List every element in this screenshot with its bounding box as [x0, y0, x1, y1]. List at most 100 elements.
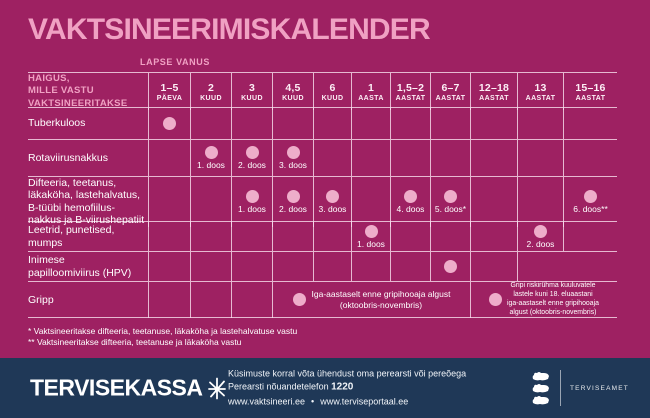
age-value: 13: [534, 81, 547, 94]
column-header-1-5-2-aastat: 1,5–2 AASTAT: [390, 73, 430, 111]
dose-label: 2. doos: [526, 238, 555, 249]
table-row-leetrid: Leetrid, punetised, mumps 1. doos 2. doo…: [28, 222, 617, 252]
flu-annual-note: Iga-aastaselt enne gripihooaja algust (o…: [311, 289, 451, 310]
empty-cell: [190, 282, 231, 318]
table-row-rotaviirusnakkus: Rotaviirusnakkus 1. doos 2. doos 3. doos: [28, 140, 617, 177]
empty-cell: [517, 177, 563, 227]
empty-cell: [231, 252, 272, 281]
footer-bar: TERVISEKASSA Küsimuste korral võta ühend…: [0, 358, 650, 418]
footnotes: * Vaktsineeritakse difteeria, teetanuse,…: [28, 326, 297, 349]
estonia-coat-of-arms-icon: [532, 370, 551, 406]
age-value: 12–18: [478, 81, 510, 94]
dose-label: 6. doos**: [573, 204, 608, 214]
empty-cell: [470, 140, 517, 176]
empty-cell: [231, 222, 272, 251]
terviseamet-label: TERVISEAMET: [570, 384, 629, 392]
flu-annual-cell: Iga-aastaselt enne gripihooaja algust (o…: [272, 282, 470, 318]
empty-cell: [272, 222, 313, 251]
dose-cell: 2. doos: [231, 140, 272, 176]
dose-dot-icon: [444, 260, 457, 273]
dose-label: 5. doos*: [434, 204, 467, 214]
contact-line-3: www.vaktsineeri.ee • www.terviseportaal.ee: [228, 395, 466, 408]
table-corner-header: HAIGUS, MILLE VASTU VAKTSINEERITAKSE: [28, 73, 128, 109]
dose-dot-icon: [364, 224, 378, 238]
column-header-1-aasta: 1 AASTA: [351, 73, 390, 111]
dose-dot-icon: [286, 190, 300, 203]
age-value: 1: [367, 81, 375, 94]
empty-cell: [351, 252, 390, 281]
empty-cell: [148, 222, 190, 251]
dose-dot-icon: [163, 117, 176, 130]
empty-cell: [517, 252, 563, 281]
dose-dot-icon: [286, 146, 300, 160]
row-label: Leetrid, punetised, mumps: [28, 224, 115, 249]
row-label: Inimese papilloomiviirus (HPV): [28, 254, 132, 279]
page-title: VAKTSINEERIMISKALENDER: [28, 13, 431, 46]
age-unit: KUUD: [200, 94, 222, 102]
dose-dot-icon: [404, 190, 417, 203]
row-label: Difteeria, teetanus, läkaköha, lastehalv…: [28, 177, 145, 227]
empty-cell: [231, 108, 272, 139]
column-header-3-kuud: 3 KUUD: [231, 73, 272, 111]
dose-label: 2. doos: [238, 160, 266, 171]
contact-line-1: Küsimuste korral võta ühendust oma perea…: [228, 368, 467, 379]
table-row-tuberkuloos: Tuberkuloos: [28, 108, 617, 140]
phone-line-prefix: Perearsti nõuandetelefon: [228, 381, 332, 392]
empty-cell: [430, 140, 470, 176]
empty-cell: [390, 252, 430, 281]
dose-dot-icon: [245, 190, 259, 203]
dose-dot-icon: [292, 293, 306, 307]
empty-cell: [351, 140, 390, 176]
dose-cell: 3. doos: [272, 140, 313, 176]
dose-cell: 2. doos: [517, 222, 563, 251]
empty-cell: [470, 108, 517, 139]
vaktsineeri-link[interactable]: www.vaktsineeri.ee: [228, 396, 306, 407]
empty-cell: [563, 222, 617, 251]
age-unit: KUUD: [282, 94, 304, 102]
vertical-divider: [560, 370, 561, 406]
empty-cell: [272, 252, 313, 281]
table-row-difteeria: Difteeria, teetanus, läkaköha, lastehalv…: [28, 177, 617, 227]
empty-cell: [470, 252, 517, 281]
age-value: 3: [248, 81, 256, 94]
dose-cell: 3. doos: [313, 177, 351, 227]
column-header-1-5-paeva: 1–5 PÄEVA: [148, 73, 190, 111]
dose-label: 1. doos: [197, 160, 225, 171]
row-label: Tuberkuloos: [28, 117, 86, 130]
footer-contact-block: Küsimuste korral võta ühendust oma perea…: [228, 368, 466, 409]
empty-cell: [272, 108, 313, 139]
age-value: 6–7: [441, 81, 460, 94]
empty-cell: [190, 108, 231, 139]
empty-cell: [148, 177, 190, 227]
empty-cell: [430, 222, 470, 251]
dose-dot-icon: [489, 293, 503, 307]
age-unit: AASTAT: [525, 94, 556, 102]
age-value: 15–16: [575, 81, 606, 94]
empty-cell: [148, 140, 190, 176]
sparkle-icon: [206, 375, 228, 401]
dose-label: 4. doos: [396, 204, 425, 214]
empty-cell: [313, 222, 351, 251]
age-axis-label: LAPSE VANUS: [140, 57, 210, 67]
column-header-6-kuud: 6 KUUD: [313, 73, 351, 111]
empty-cell: [563, 108, 617, 139]
dose-cell: 2. doos: [272, 177, 313, 227]
empty-cell: [313, 140, 351, 176]
age-unit: AASTAT: [435, 94, 466, 102]
dose-cell: [148, 108, 190, 139]
terviseportaal-link[interactable]: www.terviseportaal.ee: [320, 396, 409, 407]
empty-cell: [517, 108, 563, 139]
phone-number: 1220: [331, 381, 354, 393]
empty-cell: [470, 222, 517, 251]
dose-label: 1. doos: [357, 238, 385, 249]
dose-cell: 1. doos: [231, 177, 272, 227]
empty-cell: [190, 222, 231, 251]
bullet-separator: •: [311, 396, 315, 407]
empty-cell: [470, 177, 517, 227]
dose-label: 2. doos: [279, 204, 307, 214]
empty-cell: [190, 177, 231, 227]
dose-cell: 1. doos: [351, 222, 390, 251]
table-row-gripp: Gripp Iga-aastaselt enne gripihooaja alg…: [28, 282, 617, 318]
dose-cell: 5. doos*: [430, 177, 470, 227]
